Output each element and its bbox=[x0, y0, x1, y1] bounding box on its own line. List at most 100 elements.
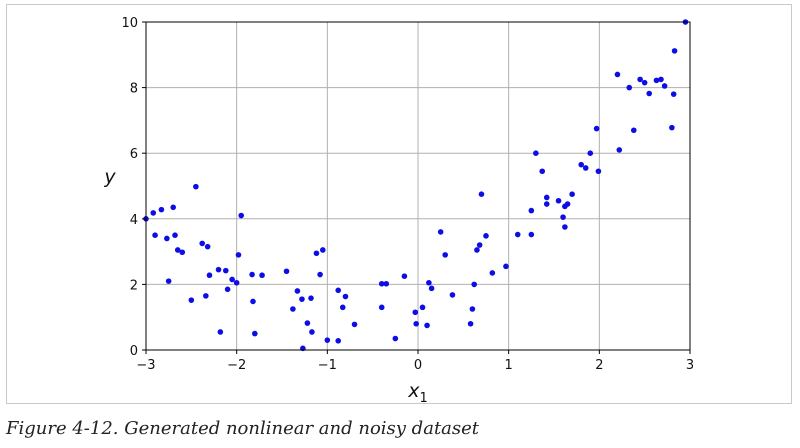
data-point bbox=[401, 273, 408, 280]
data-point bbox=[235, 252, 242, 258]
data-point bbox=[299, 296, 305, 302]
data-point bbox=[224, 286, 231, 293]
data-point bbox=[614, 71, 621, 78]
data-point bbox=[449, 292, 456, 298]
data-point bbox=[412, 309, 419, 316]
data-point bbox=[342, 293, 349, 300]
data-point bbox=[582, 165, 589, 171]
data-point bbox=[467, 320, 474, 327]
data-point bbox=[514, 231, 521, 238]
x-tick-label: −2 bbox=[227, 358, 246, 373]
data-point bbox=[222, 267, 229, 274]
data-point bbox=[294, 288, 301, 294]
data-point bbox=[478, 191, 485, 197]
data-point bbox=[413, 320, 419, 327]
data-point bbox=[250, 298, 256, 305]
data-point bbox=[259, 272, 265, 279]
data-point bbox=[170, 204, 176, 211]
data-point bbox=[174, 247, 181, 253]
data-point bbox=[528, 207, 535, 214]
data-point bbox=[378, 280, 385, 287]
data-point bbox=[471, 281, 478, 288]
data-point bbox=[383, 280, 390, 287]
data-point bbox=[215, 266, 222, 273]
x-axis-label: x1 bbox=[407, 380, 428, 406]
data-point bbox=[437, 229, 444, 235]
data-point bbox=[578, 161, 584, 168]
data-point bbox=[152, 232, 158, 238]
data-point bbox=[658, 76, 664, 83]
x-axis-label-subscript: 1 bbox=[419, 391, 427, 406]
data-point bbox=[308, 295, 314, 301]
x-tick-label: 3 bbox=[686, 358, 694, 373]
data-point bbox=[233, 279, 240, 286]
data-point bbox=[378, 304, 385, 311]
data-point bbox=[238, 212, 244, 219]
data-point bbox=[641, 79, 648, 86]
data-point bbox=[304, 320, 311, 326]
data-point bbox=[158, 206, 165, 213]
y-axis-label: y bbox=[103, 166, 116, 188]
data-point bbox=[543, 194, 550, 201]
data-point bbox=[204, 243, 211, 250]
data-point bbox=[335, 338, 342, 344]
data-point bbox=[630, 127, 637, 134]
data-point bbox=[476, 242, 483, 248]
data-point bbox=[150, 210, 157, 216]
data-point bbox=[309, 329, 315, 335]
data-point bbox=[626, 84, 633, 91]
data-point bbox=[392, 335, 399, 342]
data-point bbox=[669, 124, 675, 131]
x-axis-label-main: x bbox=[407, 380, 420, 402]
data-point bbox=[206, 272, 213, 279]
data-point bbox=[528, 231, 535, 238]
data-point bbox=[555, 197, 562, 204]
data-point bbox=[646, 90, 652, 97]
data-point bbox=[569, 191, 575, 197]
data-point bbox=[339, 304, 346, 311]
data-point bbox=[199, 240, 206, 247]
data-point bbox=[351, 321, 358, 328]
y-tick-label: 2 bbox=[130, 278, 138, 293]
data-point bbox=[616, 147, 623, 153]
data-point bbox=[442, 252, 449, 258]
data-point bbox=[593, 125, 600, 132]
data-point bbox=[320, 247, 326, 253]
data-point bbox=[539, 168, 546, 175]
data-point bbox=[595, 168, 602, 175]
data-point bbox=[164, 235, 170, 242]
data-point bbox=[217, 329, 224, 335]
x-tick-label: −3 bbox=[136, 358, 155, 373]
data-point bbox=[489, 270, 496, 276]
data-point bbox=[179, 249, 186, 256]
data-point bbox=[290, 306, 296, 312]
data-point bbox=[188, 297, 195, 303]
data-point bbox=[229, 276, 235, 283]
figure-caption: Figure 4-12. Generated nonlinear and noi… bbox=[6, 418, 480, 439]
data-point bbox=[335, 287, 342, 294]
data-point bbox=[283, 268, 290, 275]
x-tick-label: 0 bbox=[414, 358, 422, 373]
data-point bbox=[564, 201, 571, 207]
data-point bbox=[671, 48, 678, 54]
data-point bbox=[249, 271, 255, 278]
ticks-layer: −3 −2 −1 0 1 2 3 0 2 4 6 8 10 bbox=[121, 16, 694, 373]
y-tick-label: 0 bbox=[130, 344, 138, 359]
data-point bbox=[317, 271, 323, 278]
x-tick-label: −1 bbox=[318, 358, 337, 373]
data-point bbox=[587, 150, 594, 156]
y-tick-label: 4 bbox=[130, 213, 138, 228]
data-point bbox=[469, 306, 476, 312]
data-point bbox=[503, 263, 509, 270]
data-point bbox=[543, 201, 550, 207]
y-tick-label: 8 bbox=[130, 82, 138, 97]
data-point bbox=[483, 233, 489, 239]
x-tick-label: 2 bbox=[595, 358, 603, 373]
data-point bbox=[533, 150, 539, 156]
data-point bbox=[653, 77, 660, 84]
x-tick-label: 1 bbox=[505, 358, 513, 373]
data-point bbox=[426, 279, 432, 286]
data-point bbox=[562, 224, 568, 230]
data-point bbox=[324, 337, 331, 343]
